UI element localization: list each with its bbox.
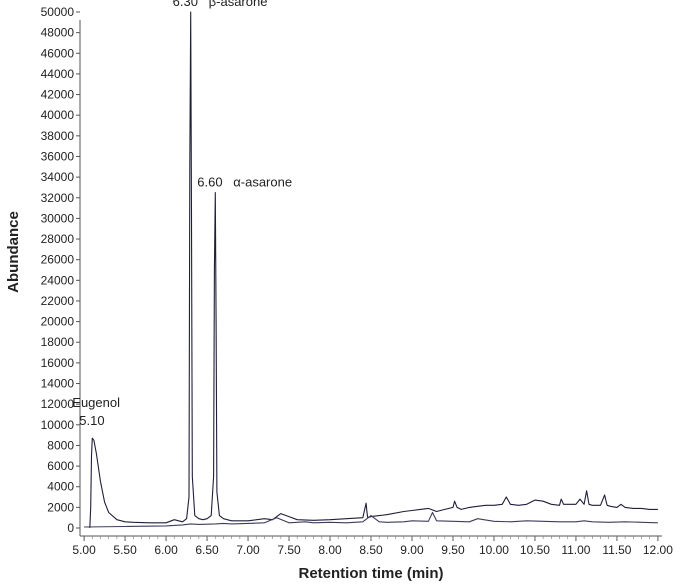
y-tick-label: 32000	[41, 191, 75, 205]
y-tick-label: 6000	[47, 459, 74, 473]
y-tick-label: 22000	[41, 294, 75, 308]
series-line-2	[84, 511, 658, 528]
y-tick-label: 30000	[41, 211, 75, 225]
y-tick-label: 8000	[47, 438, 74, 452]
y-tick-label: 18000	[41, 335, 75, 349]
peak-label-time: 6.30	[173, 0, 198, 9]
y-tick-label: 40000	[41, 108, 75, 122]
x-tick-label: 9.50	[441, 543, 465, 557]
y-tick-label: 44000	[41, 67, 75, 81]
x-tick-label: 11.00	[561, 543, 590, 557]
x-tick-label: 11.50	[602, 543, 631, 557]
y-tick-label: 38000	[41, 129, 75, 143]
x-tick-label: 7.00	[236, 543, 260, 557]
x-tick-label: 6.50	[195, 543, 219, 557]
y-tick-label: 0	[67, 521, 74, 535]
y-tick-label: 10000	[41, 418, 75, 432]
x-tick-label: 10.00	[479, 543, 509, 557]
x-tick-label: 8.50	[359, 543, 383, 557]
x-tick-label: 10.50	[520, 543, 550, 557]
peak-label-time: 6.60	[197, 175, 222, 190]
y-tick-label: 34000	[41, 170, 75, 184]
series-layer	[84, 11, 658, 529]
y-tick-label: 12000	[41, 397, 75, 411]
x-tick-label: 8.00	[318, 543, 342, 557]
y-axis-title: Abundance	[5, 211, 22, 293]
x-tick-label: 5.00	[72, 543, 96, 557]
x-axis-ticks: 5.00 5.50 6.00 6.50 7.00 7.50 8.00 8.50 9.00 9.50…	[72, 536, 673, 557]
x-tick-label: 12.00	[643, 543, 673, 557]
y-tick-label: 28000	[41, 232, 75, 246]
y-tick-label: 14000	[41, 377, 75, 391]
y-tick-label: 26000	[41, 253, 75, 267]
series-line-1	[89, 11, 658, 529]
y-axis-ticks: 0 2000 4000 6000 8000 10000 12000 14000 16000 180…	[41, 5, 80, 535]
y-tick-label: 16000	[41, 356, 75, 370]
y-tick-label: 20000	[41, 315, 75, 329]
plot-area	[79, 20, 662, 537]
peak-label-name: β-asarone	[209, 0, 268, 9]
x-tick-label: 6.00	[154, 543, 178, 557]
y-tick-label: 24000	[41, 273, 75, 287]
peak-label-time: 5.10	[79, 413, 104, 428]
y-tick-label: 46000	[41, 46, 75, 60]
x-tick-label: 7.50	[277, 543, 301, 557]
peak-label-name: α-asarone	[233, 175, 292, 190]
y-tick-label: 4000	[47, 480, 74, 494]
x-axis-title: Retention time (min)	[299, 565, 444, 582]
y-tick-label: 48000	[41, 26, 75, 40]
x-tick-label: 9.00	[400, 543, 424, 557]
y-tick-label: 2000	[47, 500, 74, 514]
x-tick-label: 5.50	[113, 543, 137, 557]
y-tick-label: 50000	[41, 5, 75, 19]
y-tick-label: 36000	[41, 149, 75, 163]
peak-label-name: Eugenol	[72, 395, 120, 410]
peak-labels: Eugenol 5.10 6.30 β-asarone 6.60 α-asarone	[72, 0, 292, 428]
y-tick-label: 42000	[41, 88, 75, 102]
